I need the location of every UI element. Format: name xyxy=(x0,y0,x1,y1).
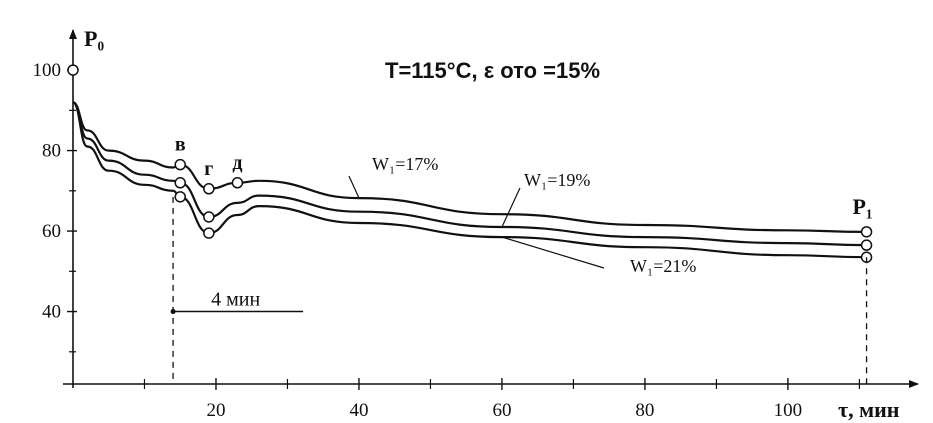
interval-label: 4 мин xyxy=(211,289,260,311)
chart-title: T=115°C, ε ото =15% xyxy=(385,58,600,83)
y-tick-label: 40 xyxy=(42,302,61,323)
series-label: W₁=19% xyxy=(524,170,590,190)
y-axis-label: P₀ xyxy=(84,26,104,51)
point-label-d: д xyxy=(232,152,242,174)
series-line xyxy=(72,101,867,247)
series-label: W₁=17% xyxy=(372,154,438,174)
point-marker-g xyxy=(203,211,215,223)
y-tick-label: 80 xyxy=(42,141,61,162)
point-marker-v xyxy=(174,191,186,203)
series-label-leader xyxy=(348,175,360,199)
point-label-g: г xyxy=(204,158,213,180)
start-marker xyxy=(67,64,79,76)
x-tick-label: 60 xyxy=(492,400,511,421)
x-axis: τ, мин 20 40 60 80 100 xyxy=(63,378,919,422)
series-label-leader xyxy=(501,236,605,269)
point-marker-g xyxy=(203,227,215,239)
series-line xyxy=(72,101,867,233)
series-label-leader xyxy=(501,187,521,228)
end-label: P₁ xyxy=(853,194,873,219)
point-label-v: в xyxy=(175,134,186,156)
x-tick-label: 100 xyxy=(774,400,803,421)
point-marker-v xyxy=(174,158,186,171)
series-line xyxy=(71,101,867,259)
x-tick-label: 40 xyxy=(349,400,368,421)
end-marker xyxy=(860,239,873,251)
series-label: W₁=21% xyxy=(630,256,696,276)
y-tick-label: 60 xyxy=(42,221,61,242)
x-tick-label: 80 xyxy=(635,400,654,421)
point-marker-g xyxy=(203,183,215,195)
point-marker-d xyxy=(231,177,244,189)
end-marker xyxy=(860,226,873,238)
point-marker-v xyxy=(174,177,186,189)
x-axis-label: τ, мин xyxy=(838,397,900,422)
x-tick-label: 20 xyxy=(206,400,225,421)
y-tick-label: 100 xyxy=(33,60,62,81)
